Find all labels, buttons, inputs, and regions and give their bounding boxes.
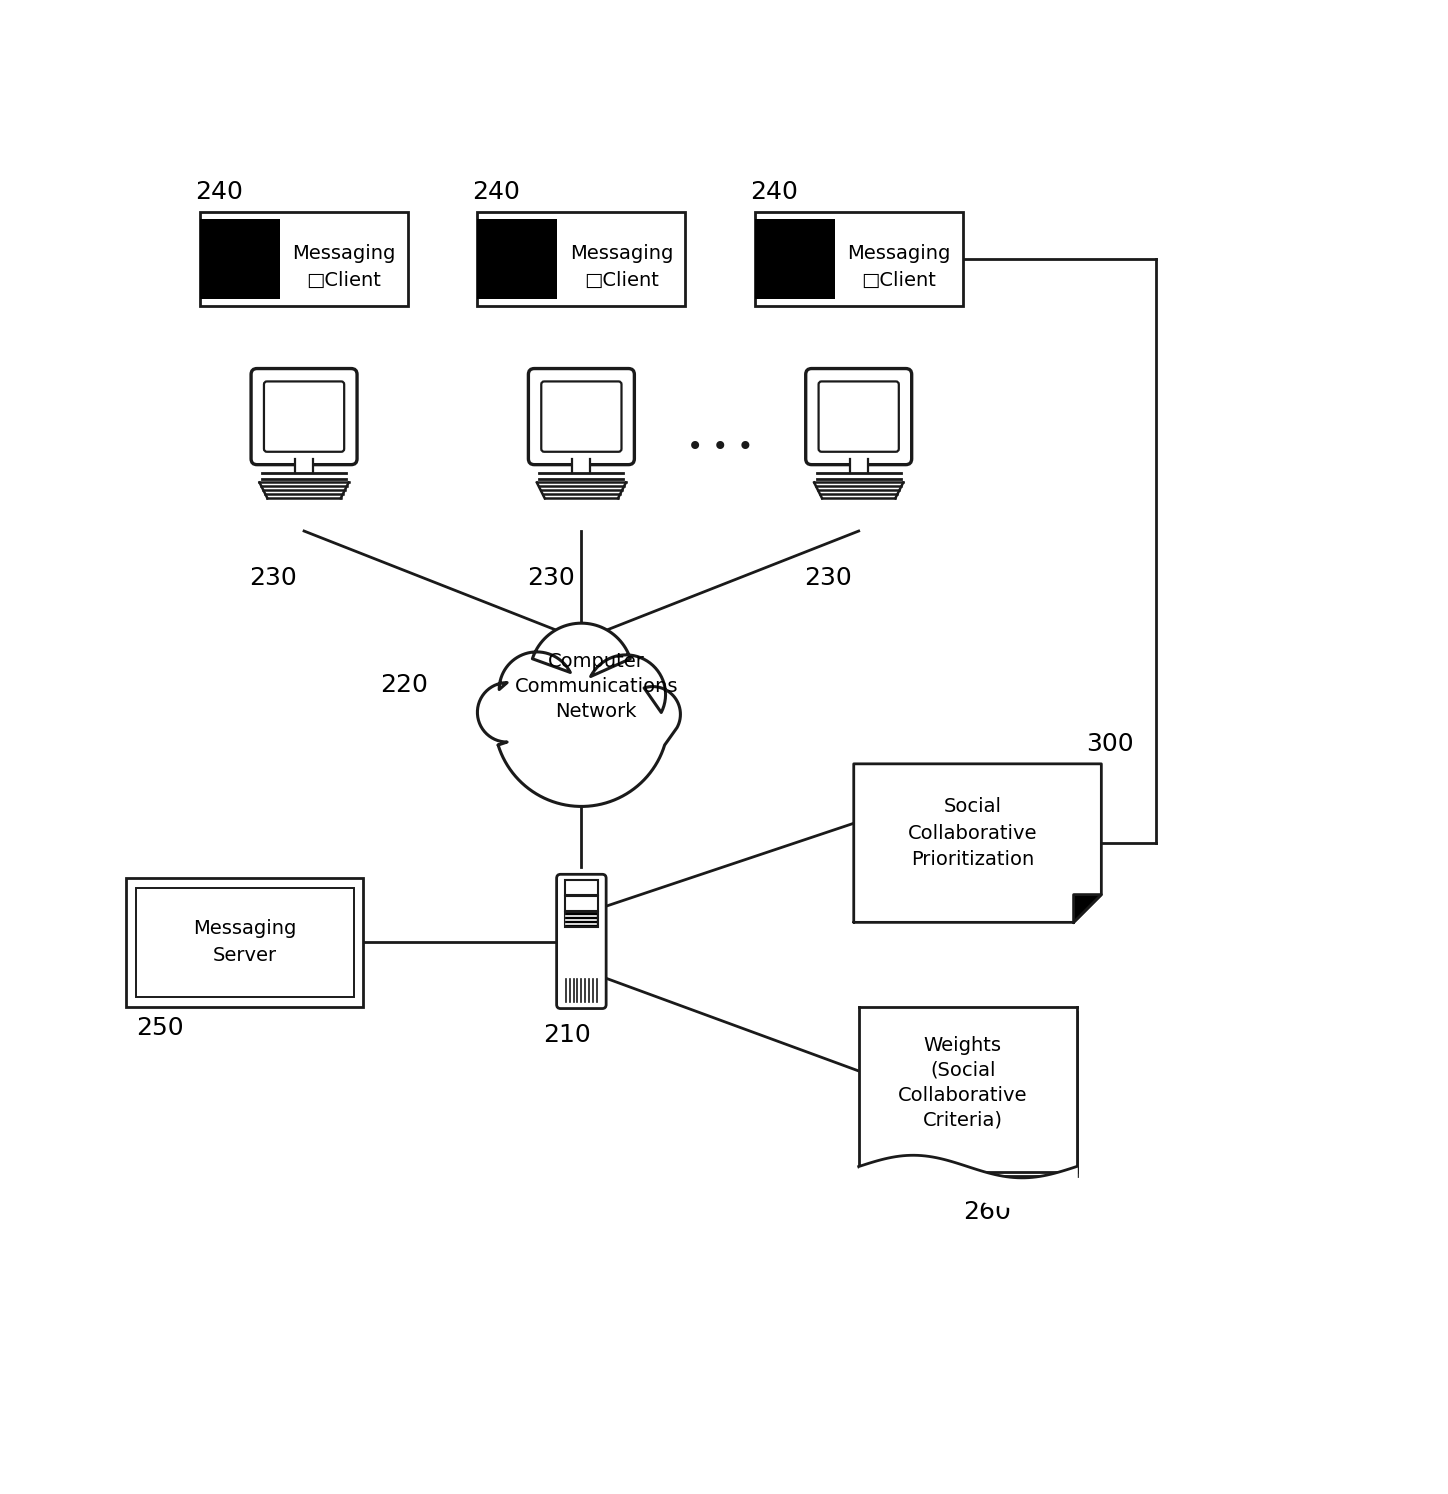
Bar (754, 212, 963, 306)
Text: □Client: □Client (584, 270, 659, 290)
Text: 230: 230 (527, 566, 575, 590)
Text: 210: 210 (543, 1023, 591, 1047)
Bar (478, 218, 557, 299)
Text: 230: 230 (804, 566, 851, 590)
Text: Messaging
Server: Messaging Server (193, 919, 297, 965)
Circle shape (626, 687, 681, 743)
Bar (572, 459, 591, 472)
Text: Messaging: Messaging (569, 244, 673, 263)
Bar (850, 459, 867, 472)
Text: □Client: □Client (862, 270, 935, 290)
Bar (565, 913, 598, 928)
FancyBboxPatch shape (264, 381, 345, 451)
Text: 260: 260 (963, 1200, 1011, 1224)
Polygon shape (478, 623, 681, 807)
FancyBboxPatch shape (251, 369, 358, 465)
FancyBboxPatch shape (805, 369, 912, 465)
Bar (295, 459, 313, 472)
Circle shape (478, 683, 537, 743)
Bar (200, 218, 279, 299)
Polygon shape (859, 1007, 1076, 1167)
Polygon shape (539, 472, 624, 478)
FancyBboxPatch shape (818, 381, 899, 451)
Bar (565, 880, 598, 895)
Text: 240: 240 (750, 179, 798, 203)
Text: Weights
(Social
Collaborative
Criteria): Weights (Social Collaborative Criteria) (898, 1035, 1028, 1129)
Bar (478, 212, 685, 306)
Text: □Client: □Client (307, 270, 381, 290)
Text: Social
Collaborative
Prioritization: Social Collaborative Prioritization (908, 798, 1037, 870)
Text: 250: 250 (136, 1016, 184, 1040)
Circle shape (500, 651, 575, 728)
Polygon shape (262, 472, 346, 478)
Text: Messaging: Messaging (292, 244, 395, 263)
Bar (754, 218, 834, 299)
Bar (876, 1016, 1076, 1176)
Circle shape (586, 654, 666, 734)
Bar (867, 1011, 1076, 1171)
FancyBboxPatch shape (542, 381, 621, 451)
Bar (136, 887, 353, 996)
Bar (565, 896, 598, 911)
Text: 300: 300 (1086, 732, 1134, 756)
Text: 240: 240 (472, 179, 520, 203)
Polygon shape (817, 472, 901, 478)
Text: 230: 230 (249, 566, 297, 590)
Polygon shape (1073, 895, 1102, 922)
Text: Messaging: Messaging (847, 244, 950, 263)
FancyBboxPatch shape (529, 369, 634, 465)
Polygon shape (854, 763, 1102, 922)
Bar (200, 212, 408, 306)
Circle shape (530, 623, 633, 726)
Text: Computer
Communications
Network: Computer Communications Network (514, 651, 678, 722)
Text: 220: 220 (379, 672, 427, 696)
Text: 240: 240 (195, 179, 243, 203)
Text: • • •: • • • (686, 433, 753, 460)
Bar (126, 878, 363, 1007)
FancyBboxPatch shape (556, 874, 607, 1008)
